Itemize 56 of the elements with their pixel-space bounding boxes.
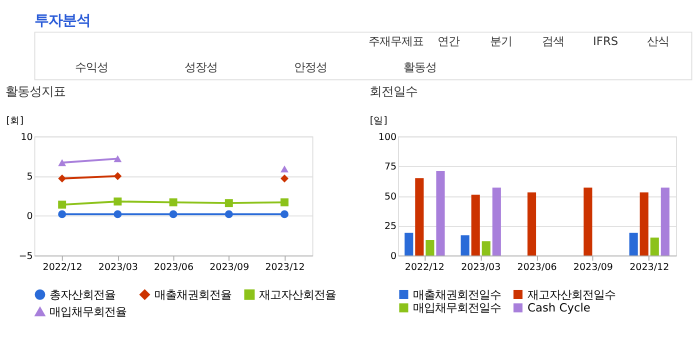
y-tick-label: 75 [384,162,397,173]
text: 산식 [646,34,669,48]
bar [482,241,490,256]
legend-label: 총자산회전율 [50,287,116,302]
bar [629,232,638,256]
text: IFRS [593,34,618,48]
legend-label: Cash Cycle [528,300,590,315]
legend-label: 매출채권회전율 [154,287,232,302]
x-tick-label: 2023/06 [517,262,557,274]
y-tick-label: 0 [26,211,33,222]
bar [426,240,434,256]
legend-label: 재고자산회전일수 [528,287,616,302]
legend-label: 재고자산회전율 [258,287,336,302]
y-tick-label: 100 [378,132,397,143]
y-tick-label: 0 [390,250,397,262]
text: 검색 [542,34,564,48]
x-tick-label: 2023/12 [630,262,670,274]
text: 분기 [490,34,512,48]
bar [471,194,480,256]
x-tick-label: 2023/06 [154,262,194,274]
bar [650,238,659,256]
chart-title: 활동성지표 [6,84,66,98]
text: 주재무제표 [368,34,424,48]
legend-label: 매입채무회전일수 [413,300,502,315]
y-tick-label: 5 [26,171,33,182]
bar [415,178,424,256]
text: 연간 [437,34,460,48]
bar [584,188,592,256]
x-tick-label: 2023/09 [573,262,613,274]
legend-label: 매입채무회전율 [50,304,127,318]
x-tick-label: 2023/12 [265,262,305,274]
x-tick-label: 2023/03 [461,262,501,274]
y-axis-title: [일] [370,116,388,127]
x-tick-label: 2022/12 [404,262,444,274]
text: 성장성 [184,60,218,74]
legend-label: 매출채권회전일수 [413,287,502,302]
text: 안정성 [294,60,327,74]
y-tick-label: 10 [20,132,33,143]
bar [527,192,536,256]
y-tick-label: 25 [384,221,397,232]
x-tick-label: 2023/09 [210,262,250,274]
bar [460,235,470,256]
bar [492,188,501,256]
x-tick-label: 2022/12 [42,262,82,274]
y-axis-title: [회] [6,116,24,127]
y-tick-label: 50 [384,191,397,202]
text: 수익성 [74,60,108,74]
bar [640,192,648,256]
text: 투자분석 [34,13,90,30]
y-tick-label: −5 [18,250,33,262]
text: 활동성 [403,60,436,74]
x-tick-label: 2023/03 [98,262,138,274]
bar [404,232,414,256]
bar [660,188,670,256]
bar [436,170,445,256]
chart-title: 회전일수 [369,84,418,98]
